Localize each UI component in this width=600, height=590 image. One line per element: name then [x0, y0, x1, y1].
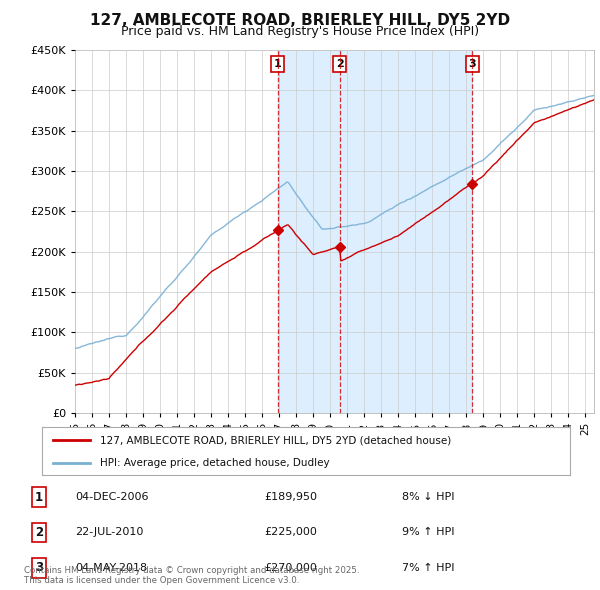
- Text: 04-DEC-2006: 04-DEC-2006: [75, 492, 149, 502]
- Text: 8% ↓ HPI: 8% ↓ HPI: [402, 492, 455, 502]
- Text: 127, AMBLECOTE ROAD, BRIERLEY HILL, DY5 2YD: 127, AMBLECOTE ROAD, BRIERLEY HILL, DY5 …: [90, 13, 510, 28]
- Text: 3: 3: [469, 59, 476, 69]
- Text: 2: 2: [35, 526, 43, 539]
- Text: HPI: Average price, detached house, Dudley: HPI: Average price, detached house, Dudl…: [100, 458, 330, 468]
- Text: 127, AMBLECOTE ROAD, BRIERLEY HILL, DY5 2YD (detached house): 127, AMBLECOTE ROAD, BRIERLEY HILL, DY5 …: [100, 435, 451, 445]
- Text: £225,000: £225,000: [264, 527, 317, 537]
- Text: £189,950: £189,950: [264, 492, 317, 502]
- Text: Price paid vs. HM Land Registry's House Price Index (HPI): Price paid vs. HM Land Registry's House …: [121, 25, 479, 38]
- Text: 9% ↑ HPI: 9% ↑ HPI: [402, 527, 455, 537]
- Text: 7% ↑ HPI: 7% ↑ HPI: [402, 563, 455, 573]
- Text: 1: 1: [274, 59, 282, 69]
- Text: 22-JUL-2010: 22-JUL-2010: [75, 527, 143, 537]
- Text: 3: 3: [35, 561, 43, 575]
- Text: 2: 2: [336, 59, 343, 69]
- Text: 1: 1: [35, 490, 43, 504]
- Text: £270,000: £270,000: [264, 563, 317, 573]
- Text: 04-MAY-2018: 04-MAY-2018: [75, 563, 147, 573]
- Text: Contains HM Land Registry data © Crown copyright and database right 2025.
This d: Contains HM Land Registry data © Crown c…: [24, 566, 359, 585]
- Bar: [278, 50, 472, 413]
